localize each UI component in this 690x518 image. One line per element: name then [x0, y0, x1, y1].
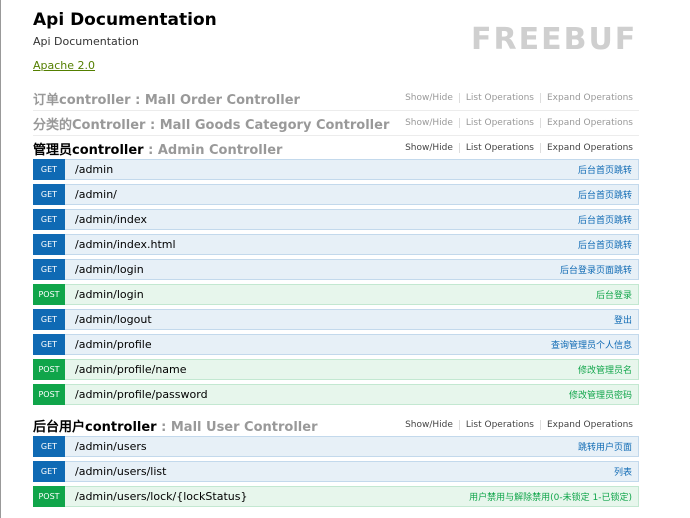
operation-path[interactable]: /admin/profile/password: [75, 388, 208, 401]
operation-path[interactable]: /admin/users/list: [75, 465, 167, 478]
operation-summary[interactable]: 后台首页跳转: [577, 241, 632, 251]
operation-path[interactable]: /admin/logout: [75, 313, 152, 326]
operation-path[interactable]: /admin/login: [75, 288, 144, 301]
resource-name-en: Mall User Controller: [170, 419, 318, 435]
operation-summary[interactable]: 列表: [613, 468, 632, 478]
license-link[interactable]: Apache 2.0: [33, 59, 96, 72]
method-badge[interactable]: GET: [33, 159, 65, 180]
method-badge[interactable]: POST: [33, 384, 65, 405]
resource-name-en: Mall Goods Category Controller: [159, 117, 390, 133]
list-operations-link[interactable]: List Operations: [460, 420, 541, 430]
operation-summary[interactable]: 后台首页跳转: [577, 216, 632, 226]
operation-summary[interactable]: 后台登录页面跳转: [559, 266, 632, 276]
operation-summary[interactable]: 后台首页跳转: [577, 166, 632, 176]
operation-row[interactable]: GET/admin/index.html 后台首页跳转: [33, 234, 639, 255]
show-hide-link[interactable]: Show/Hide: [399, 118, 460, 128]
operation-path[interactable]: /admin/index.html: [75, 238, 176, 251]
resource-name-cn: 后台用户controller: [33, 419, 157, 435]
resource-title[interactable]: 管理员controller : Admin Controller: [33, 139, 282, 158]
method-badge[interactable]: POST: [33, 486, 65, 507]
operation-row[interactable]: POST/admin/login 后台登录: [33, 284, 639, 305]
api-description: Api Documentation: [33, 35, 139, 48]
operation-path[interactable]: /admin/: [75, 188, 117, 201]
method-badge[interactable]: GET: [33, 259, 65, 280]
list-operations-link[interactable]: List Operations: [460, 143, 541, 153]
separator: :: [143, 142, 158, 158]
operation-row[interactable]: GET/admin/logout 登出: [33, 309, 639, 330]
operation-summary[interactable]: 查询管理员个人信息: [550, 341, 632, 351]
resource-header: 分类的Controller : Mall Goods Category Cont…: [33, 111, 639, 136]
operation-path[interactable]: /admin/profile/name: [75, 363, 187, 376]
operation-row[interactable]: GET/admin/login 后台登录页面跳转: [33, 259, 639, 280]
operation-row[interactable]: POST/admin/profile/name 修改管理员名: [33, 359, 639, 380]
resource-name-cn: 管理员controller: [33, 142, 144, 158]
operation-summary[interactable]: 用户禁用与解除禁用(0-未锁定 1-已锁定): [469, 493, 632, 503]
method-badge[interactable]: GET: [33, 334, 65, 355]
operation-summary[interactable]: 登出: [613, 316, 632, 326]
operation-row[interactable]: GET/admin/users 跳转用户页面: [33, 436, 639, 457]
resource-title[interactable]: 订单controller : Mall Order Controller: [33, 89, 300, 108]
method-badge[interactable]: GET: [33, 461, 65, 482]
operation-summary[interactable]: 修改管理员名: [577, 366, 632, 376]
operation-path[interactable]: /admin/users: [75, 440, 147, 453]
operation-summary[interactable]: 后台登录: [595, 291, 632, 301]
separator: :: [130, 92, 145, 108]
page-title: Api Documentation: [33, 10, 217, 30]
operation-path[interactable]: /admin/login: [75, 263, 144, 276]
operation-row[interactable]: GET/admin/index 后台首页跳转: [33, 209, 639, 230]
operation-path[interactable]: /admin/index: [75, 213, 147, 226]
method-badge[interactable]: GET: [33, 184, 65, 205]
operation-row[interactable]: POST/admin/users/lock/{lockStatus} 用户禁用与解…: [33, 486, 639, 507]
operation-row[interactable]: POST/admin/profile/password 修改管理员密码: [33, 384, 639, 405]
show-hide-link[interactable]: Show/Hide: [399, 420, 460, 430]
expand-operations-link[interactable]: Expand Operations: [547, 143, 633, 153]
expand-operations-link[interactable]: Expand Operations: [547, 420, 633, 430]
resource-name-en: Admin Controller: [157, 142, 283, 158]
separator: :: [156, 419, 171, 435]
separator: :: [145, 117, 160, 133]
show-hide-link[interactable]: Show/Hide: [399, 93, 460, 103]
show-hide-link[interactable]: Show/Hide: [399, 143, 460, 153]
operation-summary[interactable]: 修改管理员密码: [568, 391, 632, 401]
method-badge[interactable]: GET: [33, 234, 65, 255]
resource-header: 后台用户controller : Mall User Controller Sh…: [33, 413, 639, 438]
resource-name-cn: 分类的Controller: [33, 117, 146, 133]
resource-header: 订单controller : Mall Order Controller Sho…: [33, 86, 639, 111]
resource-title[interactable]: 分类的Controller : Mall Goods Category Cont…: [33, 114, 389, 133]
operation-row[interactable]: GET/admin/后台首页跳转: [33, 184, 639, 205]
list-operations-link[interactable]: List Operations: [460, 93, 541, 103]
resource-name-en: Mall Order Controller: [144, 92, 300, 108]
list-operations-link[interactable]: List Operations: [460, 118, 541, 128]
method-badge[interactable]: GET: [33, 436, 65, 457]
method-badge[interactable]: POST: [33, 284, 65, 305]
operation-path[interactable]: /admin: [75, 163, 114, 176]
operation-summary[interactable]: 后台首页跳转: [577, 191, 632, 201]
operation-row[interactable]: GET/admin/users/list 列表: [33, 461, 639, 482]
operation-path[interactable]: /admin/profile: [75, 338, 152, 351]
expand-operations-link[interactable]: Expand Operations: [547, 93, 633, 103]
watermark: FREEBUF: [471, 22, 638, 57]
operation-path[interactable]: /admin/users/lock/{lockStatus}: [75, 490, 248, 503]
operation-row[interactable]: GET/admin 后台首页跳转: [33, 159, 639, 180]
method-badge[interactable]: GET: [33, 309, 65, 330]
resource-header: 管理员controller : Admin Controller Show/Hi…: [33, 136, 639, 161]
method-badge[interactable]: GET: [33, 209, 65, 230]
expand-operations-link[interactable]: Expand Operations: [547, 118, 633, 128]
operation-summary[interactable]: 跳转用户页面: [577, 443, 632, 453]
method-badge[interactable]: POST: [33, 359, 65, 380]
operation-row[interactable]: GET/admin/profile 查询管理员个人信息: [33, 334, 639, 355]
resource-title[interactable]: 后台用户controller : Mall User Controller: [33, 416, 317, 435]
resource-name-cn: 订单controller: [33, 92, 131, 108]
